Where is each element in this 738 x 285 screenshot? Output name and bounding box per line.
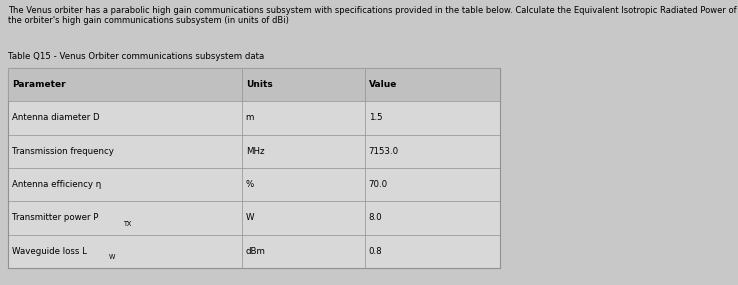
- Text: Antenna diameter D: Antenna diameter D: [12, 113, 100, 123]
- Text: Value: Value: [369, 80, 397, 89]
- Text: Waveguide loss L: Waveguide loss L: [12, 247, 87, 256]
- Text: Parameter: Parameter: [12, 80, 66, 89]
- Bar: [8, 68, 500, 101]
- Text: The Venus orbiter has a parabolic high gain communications subsystem with specif: The Venus orbiter has a parabolic high g…: [8, 6, 737, 15]
- Text: %: %: [246, 180, 254, 189]
- Text: W: W: [246, 213, 254, 223]
- Text: Antenna efficiency η: Antenna efficiency η: [12, 180, 101, 189]
- Text: W: W: [108, 254, 115, 260]
- Text: 8.0: 8.0: [369, 213, 382, 223]
- Text: TX: TX: [123, 221, 132, 227]
- Text: dBm: dBm: [246, 247, 266, 256]
- Text: the orbiter's high gain communications subsystem (in units of dBi): the orbiter's high gain communications s…: [8, 16, 289, 25]
- Bar: [8, 68, 500, 268]
- Text: MHz: MHz: [246, 147, 264, 156]
- Text: 1.5: 1.5: [369, 113, 382, 123]
- Text: 7153.0: 7153.0: [369, 147, 399, 156]
- Text: 70.0: 70.0: [369, 180, 388, 189]
- Text: Table Q15 - Venus Orbiter communications subsystem data: Table Q15 - Venus Orbiter communications…: [8, 52, 264, 61]
- Text: Units: Units: [246, 80, 272, 89]
- Text: m: m: [246, 113, 254, 123]
- Text: 0.8: 0.8: [369, 247, 382, 256]
- Text: Transmitter power P: Transmitter power P: [12, 213, 98, 223]
- Text: Transmission frequency: Transmission frequency: [12, 147, 114, 156]
